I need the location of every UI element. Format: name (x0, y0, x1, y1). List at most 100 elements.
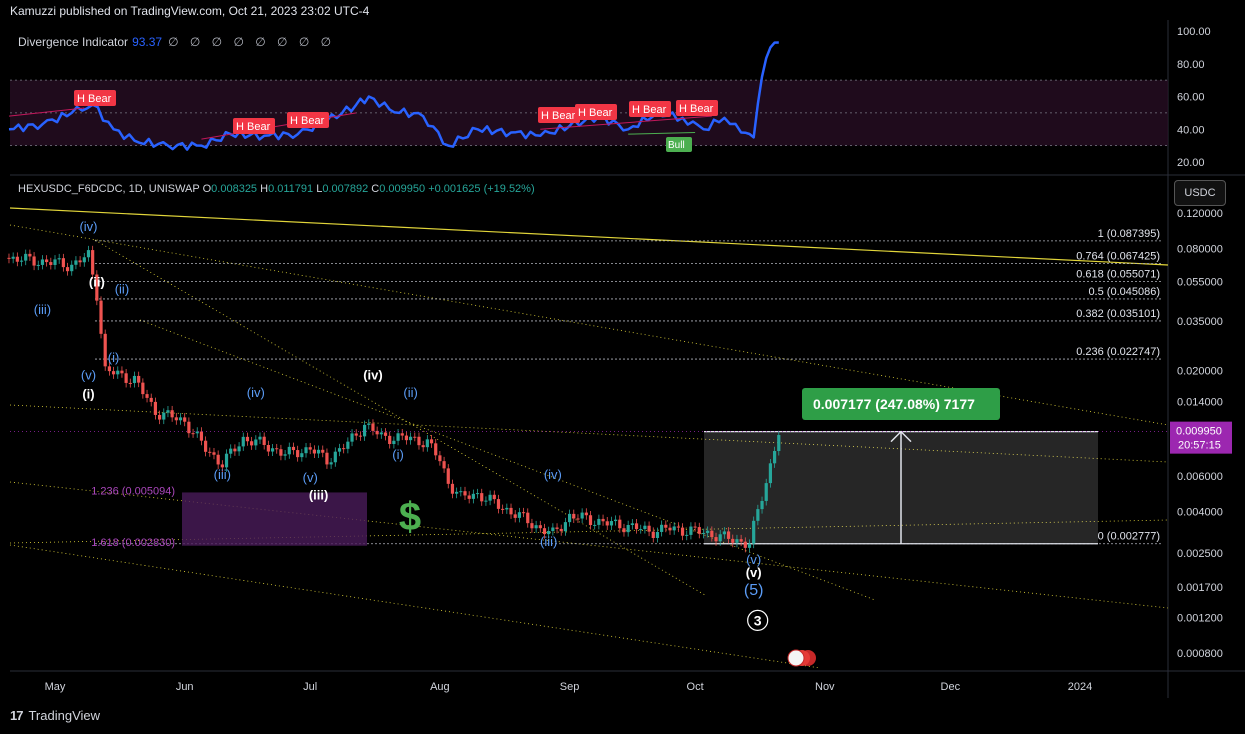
candle-body (400, 433, 404, 436)
candle-body (350, 433, 354, 442)
time-axis-tick: Aug (430, 681, 450, 693)
high-label: H (260, 183, 269, 195)
time-axis-tick: Nov (815, 681, 835, 693)
candle-body (484, 500, 488, 502)
currency-button[interactable]: USDC (1174, 180, 1226, 206)
candle-body (187, 421, 191, 434)
wave-label: 3 (754, 612, 762, 628)
candle-body (237, 446, 241, 452)
candle-body (689, 526, 693, 535)
candle-body (471, 493, 475, 499)
fib-level-label: 0 (0.002777) (1098, 531, 1160, 543)
candle-body (660, 524, 664, 532)
candle-body (61, 258, 65, 268)
candle-body (722, 531, 726, 535)
candle-body (501, 508, 505, 510)
candle-body (630, 523, 634, 525)
time-axis-tick: Sep (560, 681, 580, 693)
wave-label: (iv) (247, 385, 265, 400)
candle-body (153, 401, 158, 415)
last-price-label: 0.009950 (1176, 426, 1222, 438)
candle-body (78, 260, 82, 263)
indicator-axis-tick: 20.00 (1177, 157, 1205, 169)
candle-body (245, 436, 250, 442)
candle-body (279, 449, 283, 456)
candle-body (463, 491, 467, 496)
time-axis-tick: Jul (303, 681, 317, 693)
candle-body (65, 267, 70, 272)
candle-body (333, 451, 337, 463)
measure-arrow-head (890, 430, 912, 443)
candle-body (371, 423, 375, 431)
candle-body (178, 417, 183, 421)
candle-body (124, 373, 128, 383)
indicator-name: Divergence Indicator (18, 35, 129, 49)
price-axis-tick: 0.001200 (1177, 612, 1223, 624)
candle-body (99, 300, 103, 334)
price-axis-tick: 0.001700 (1177, 582, 1223, 594)
wave-label: (iii) (214, 467, 231, 482)
candle-body (15, 256, 19, 262)
fib-level-label: 0.236 (0.022747) (1076, 346, 1160, 358)
candle-body (107, 366, 111, 372)
fib-level-label: 0.764 (0.067425) (1076, 251, 1160, 263)
candle-body (392, 440, 396, 445)
candle-body (254, 439, 258, 446)
candle-body (296, 450, 300, 458)
candle-body (149, 397, 153, 402)
candle-body (718, 534, 722, 542)
candle-body (7, 257, 11, 259)
candle-body (534, 525, 538, 529)
wave-label: (i) (392, 447, 404, 462)
fib-level-label: 0.618 (0.055071) (1076, 268, 1160, 280)
candle-body (697, 527, 701, 534)
candle-body (132, 375, 137, 384)
candle-body (588, 515, 593, 526)
candle-body (388, 435, 392, 445)
candle-body (174, 417, 178, 421)
candle-body (170, 410, 174, 418)
price-axis-tick: 0.120000 (1177, 208, 1223, 220)
time-axis-tick: 2024 (1068, 681, 1092, 693)
wave-label: (i) (108, 350, 120, 365)
indicator-axis-tick: 40.00 (1177, 124, 1205, 136)
candle-body (116, 370, 120, 375)
symbol-legend: HEXUSDC_F6DCDC, 1D, UNISWAP O0.008325 H0… (18, 183, 535, 195)
fib-level-label: 0.5 (0.045086) (1088, 286, 1160, 298)
wave-label: (iv) (363, 368, 383, 383)
candle-body (622, 528, 626, 533)
candle-body (316, 449, 321, 454)
candle-body (19, 260, 24, 262)
h-bear-label-box (629, 101, 671, 117)
candle-body (24, 253, 28, 261)
candle-body (735, 539, 739, 543)
candle-body (526, 512, 530, 524)
candle-body (580, 512, 584, 519)
candle-body (291, 446, 296, 451)
candle-body (166, 410, 170, 413)
candle-body (563, 522, 568, 532)
main-trend-line (9, 207, 1169, 266)
candle-body (743, 541, 747, 548)
candle-body (396, 433, 400, 441)
candle-body (756, 509, 760, 521)
candle-body (212, 452, 216, 455)
candle-body (329, 462, 333, 465)
candle-body (639, 529, 643, 531)
h-bear-label: H Bear (290, 115, 325, 127)
candle-body (438, 455, 442, 462)
candle-body (634, 523, 639, 530)
wave-label: (iv) (79, 219, 97, 234)
candle-body (647, 525, 651, 532)
event-flag-icon (787, 649, 805, 667)
candle-body (229, 448, 233, 454)
candle-body (266, 445, 270, 452)
candle-body (91, 250, 95, 275)
candle-body (701, 532, 706, 534)
measure-label-box (802, 388, 1000, 420)
low-value: 0.007892 (322, 183, 369, 195)
candle-body (752, 520, 756, 544)
wave-label: (ii) (403, 385, 417, 400)
price-axis-tick: 0.014000 (1177, 397, 1223, 409)
